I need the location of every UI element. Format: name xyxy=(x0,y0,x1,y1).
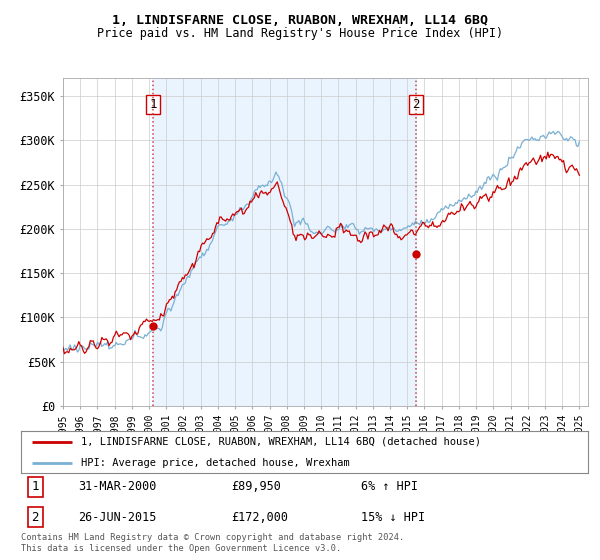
Text: 1, LINDISFARNE CLOSE, RUABON, WREXHAM, LL14 6BQ (detached house): 1, LINDISFARNE CLOSE, RUABON, WREXHAM, L… xyxy=(80,437,481,447)
Text: £89,950: £89,950 xyxy=(231,480,281,493)
Text: 1, LINDISFARNE CLOSE, RUABON, WREXHAM, LL14 6BQ: 1, LINDISFARNE CLOSE, RUABON, WREXHAM, L… xyxy=(112,14,488,27)
Text: 31-MAR-2000: 31-MAR-2000 xyxy=(78,480,156,493)
Text: 6% ↑ HPI: 6% ↑ HPI xyxy=(361,480,418,493)
Text: Contains HM Land Registry data © Crown copyright and database right 2024.
This d: Contains HM Land Registry data © Crown c… xyxy=(21,533,404,553)
Text: 2: 2 xyxy=(31,511,39,524)
Text: 1: 1 xyxy=(31,480,39,493)
Text: £172,000: £172,000 xyxy=(231,511,288,524)
Text: 15% ↓ HPI: 15% ↓ HPI xyxy=(361,511,425,524)
Text: Price paid vs. HM Land Registry's House Price Index (HPI): Price paid vs. HM Land Registry's House … xyxy=(97,27,503,40)
Text: 1: 1 xyxy=(149,98,157,111)
Text: 2: 2 xyxy=(412,98,419,111)
Text: 26-JUN-2015: 26-JUN-2015 xyxy=(78,511,156,524)
Bar xyxy=(154,78,416,406)
Text: HPI: Average price, detached house, Wrexham: HPI: Average price, detached house, Wrex… xyxy=(80,458,349,468)
